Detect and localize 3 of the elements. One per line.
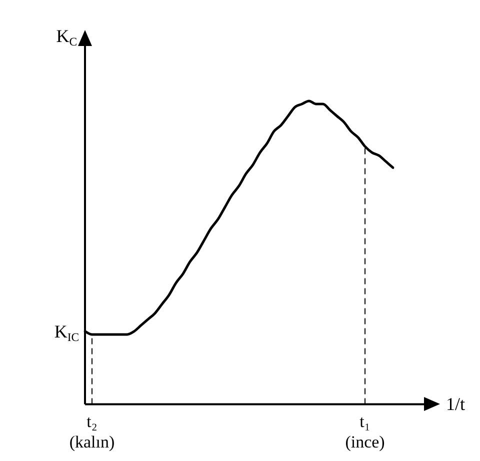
- x-tick-label: t₁ (ince): [345, 412, 385, 452]
- x-tick-label: t₂ (kalın): [69, 412, 115, 452]
- x-axis-title: 1/t: [446, 394, 466, 414]
